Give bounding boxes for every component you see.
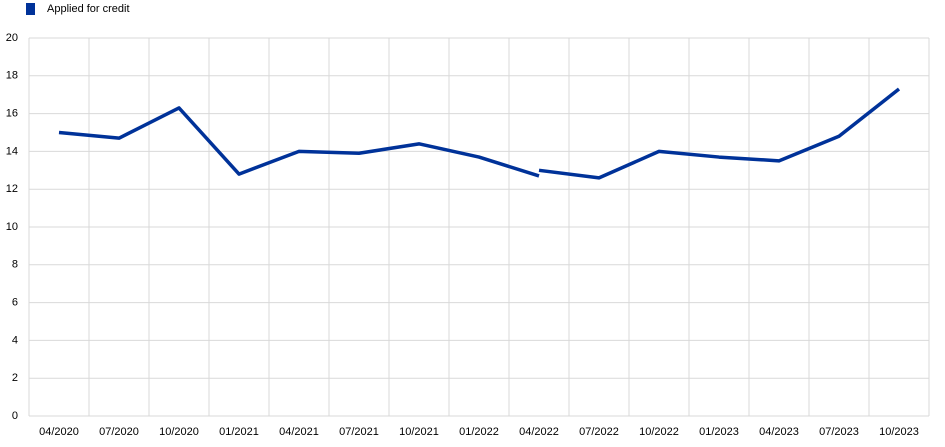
y-tick-label: 16 bbox=[6, 108, 18, 120]
x-tick-label: 04/2021 bbox=[279, 426, 319, 438]
y-tick-label: 12 bbox=[6, 183, 18, 195]
y-tick-label: 18 bbox=[6, 70, 18, 82]
x-tick-label: 10/2023 bbox=[879, 426, 919, 438]
y-tick-label: 20 bbox=[6, 32, 18, 44]
x-tick-label: 04/2023 bbox=[759, 426, 799, 438]
x-tick-label: 04/2020 bbox=[39, 426, 79, 438]
legend-swatch bbox=[26, 3, 35, 15]
x-tick-label: 07/2023 bbox=[819, 426, 859, 438]
y-tick-label: 2 bbox=[12, 372, 18, 384]
x-tick-label: 10/2020 bbox=[159, 426, 199, 438]
line-series bbox=[538, 87, 901, 180]
y-tick-label: 14 bbox=[6, 145, 18, 157]
x-tick-label: 07/2022 bbox=[579, 426, 619, 438]
y-tick-label: 0 bbox=[12, 410, 18, 422]
x-tick-label: 04/2022 bbox=[519, 426, 559, 438]
x-tick-label: 10/2022 bbox=[639, 426, 679, 438]
x-tick-label: 07/2021 bbox=[339, 426, 379, 438]
x-tick-label: 07/2020 bbox=[99, 426, 139, 438]
x-tick-label: 01/2021 bbox=[219, 426, 259, 438]
y-tick-label: 8 bbox=[12, 259, 18, 271]
y-tick-label: 6 bbox=[12, 297, 18, 309]
legend-label: Applied for credit bbox=[47, 3, 130, 15]
y-tick-label: 10 bbox=[6, 221, 18, 233]
x-tick-label: 01/2022 bbox=[459, 426, 499, 438]
y-tick-label: 4 bbox=[12, 334, 18, 346]
x-tick-label: 10/2021 bbox=[399, 426, 439, 438]
x-tick-label: 01/2023 bbox=[699, 426, 739, 438]
line-series bbox=[58, 106, 540, 178]
